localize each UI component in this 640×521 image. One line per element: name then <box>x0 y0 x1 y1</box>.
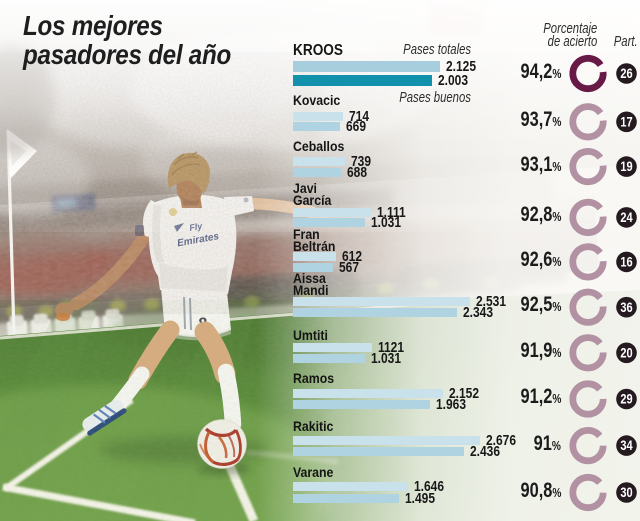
svg-text:26: 26 <box>620 66 632 81</box>
svg-text:29: 29 <box>620 392 632 407</box>
svg-text:30: 30 <box>620 485 632 500</box>
svg-text:34: 34 <box>620 438 632 453</box>
svg-text:16: 16 <box>620 254 632 269</box>
svg-text:17: 17 <box>620 114 632 129</box>
svg-text:36: 36 <box>620 300 632 315</box>
svg-text:20: 20 <box>620 345 632 360</box>
svg-text:24: 24 <box>620 210 632 225</box>
svg-text:19: 19 <box>620 159 632 174</box>
